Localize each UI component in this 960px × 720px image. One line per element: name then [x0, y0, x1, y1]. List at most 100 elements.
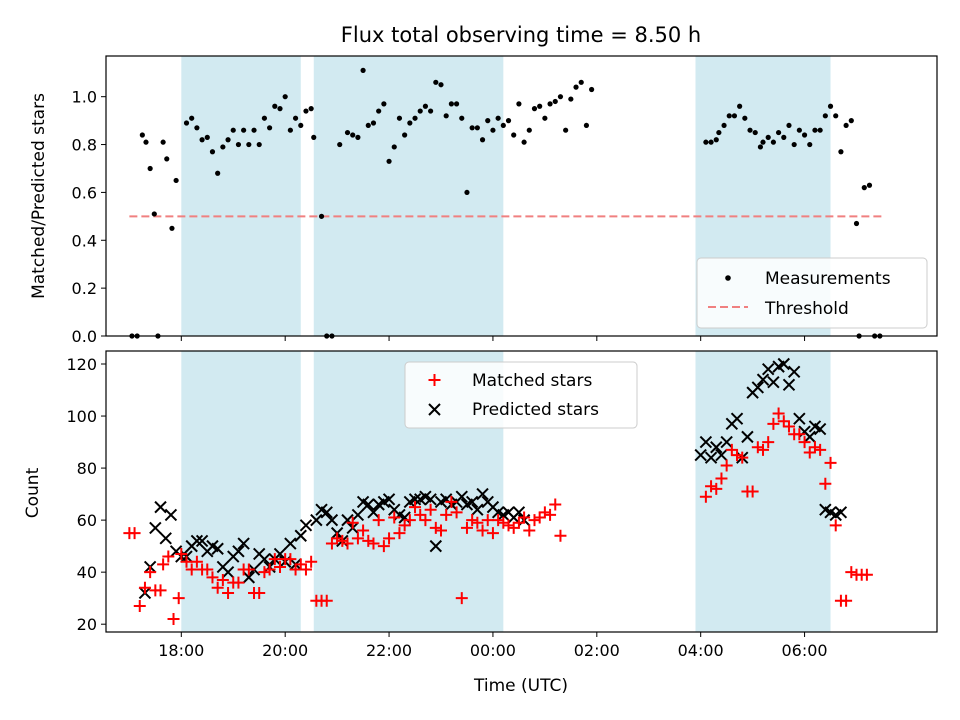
predicted-star-point: [741, 430, 754, 444]
matched-star-point: [762, 436, 775, 449]
measurement-point: [204, 134, 210, 140]
top-legend: Measurements Threshold: [696, 257, 928, 329]
matched-star-point: [419, 514, 432, 527]
top-panel: 0.0 0.2 0.4 0.6 0.8 1.0: [72, 55, 938, 346]
y-tick-label: 0.4: [72, 231, 97, 250]
matched-star-point: [549, 498, 562, 511]
observing-interval-shade: [695, 351, 831, 632]
y-tick-label: 60: [77, 511, 97, 530]
measurement-point: [542, 115, 548, 121]
x-tick-label: 04:00: [678, 641, 724, 660]
matched-star-point: [440, 508, 453, 521]
measurement-point: [765, 134, 771, 140]
predicted-star-point: [195, 534, 209, 548]
measurement-point: [822, 113, 828, 119]
measurement-point: [721, 122, 727, 129]
legend-matched-label: Matched stars: [472, 371, 592, 391]
matched-star-point: [138, 581, 151, 594]
measurement-point: [801, 132, 808, 138]
measurement-point: [360, 67, 366, 73]
measurement-point: [311, 134, 317, 140]
matched-star-point: [554, 529, 567, 542]
measurement-point: [500, 122, 506, 129]
measurement-point: [726, 113, 732, 119]
matched-star-point: [502, 519, 515, 532]
measurement-point: [189, 115, 195, 121]
matched-star-point: [710, 482, 723, 495]
matched-star-point: [305, 555, 318, 568]
measurement-point: [261, 115, 268, 121]
observing-interval-shade: [313, 56, 504, 336]
matched-star-point: [294, 558, 307, 571]
y-tick-label: 100: [66, 407, 97, 426]
predicted-star-point: [341, 513, 354, 527]
measurement-point: [438, 82, 444, 88]
x-tick-label: 02:00: [574, 641, 620, 660]
predicted-star-point: [258, 552, 271, 566]
measurement-point: [537, 103, 543, 109]
observing-interval-shade: [181, 56, 301, 336]
matched-star-point: [357, 524, 370, 537]
measurement-point: [318, 213, 325, 219]
measurement-point: [817, 127, 823, 133]
matched-star-point: [455, 592, 468, 605]
matched-star-point: [362, 534, 375, 547]
matched-star-point: [162, 550, 175, 563]
predicted-star-point: [299, 519, 313, 532]
predicted-star-point: [159, 532, 172, 545]
measurement-point: [459, 115, 465, 121]
measurement-point: [843, 122, 849, 129]
measurement-point: [848, 118, 854, 124]
plot-frame: [105, 350, 938, 633]
matched-star-point: [544, 508, 557, 521]
matched-star-point: [528, 514, 541, 527]
measurement-point: [703, 139, 709, 145]
predicted-star-point: [756, 373, 770, 386]
measurement-point: [169, 225, 175, 231]
matched-star-point: [284, 553, 297, 566]
matched-star-point: [383, 532, 396, 545]
measurement-point: [337, 141, 343, 148]
measurement-point: [716, 129, 722, 136]
measurement-point: [391, 144, 397, 150]
matched-star-point: [289, 563, 302, 576]
measurement-point: [516, 101, 522, 107]
measurement-point: [241, 127, 247, 133]
measurement-point: [139, 132, 145, 138]
measurement-point: [220, 144, 226, 150]
measurement-point: [833, 113, 839, 119]
measurement-point: [583, 122, 590, 129]
measurement-point: [422, 103, 429, 109]
top-y-axis-label: Matched/Predicted stars: [29, 93, 49, 299]
measurement-point: [365, 122, 371, 129]
matched-star-point: [720, 459, 733, 472]
measurement-point: [474, 125, 480, 131]
x-tick-label: 22:00: [366, 641, 412, 660]
measurement-point: [407, 120, 413, 126]
measurement-point: [781, 134, 787, 140]
plot-frame: [105, 55, 938, 337]
matched-star-point: [782, 420, 795, 433]
matched-star-point: [736, 451, 749, 464]
predicted-star-point: [273, 547, 287, 561]
predicted-star-point: [710, 441, 723, 454]
measurement-point: [775, 129, 782, 136]
chart-title: Flux total observing time = 8.50 h: [341, 23, 701, 47]
measurement-point: [757, 144, 764, 150]
matched-star-point: [518, 511, 531, 524]
matched-star-point: [824, 456, 837, 469]
measurement-point: [526, 127, 532, 133]
matched-star-point: [336, 534, 349, 547]
matched-star-point: [222, 586, 235, 599]
y-tick-label: 40: [77, 563, 97, 582]
measurement-point: [428, 108, 434, 114]
measurement-point: [505, 118, 512, 124]
measurement-point: [350, 132, 356, 138]
matched-star-point: [253, 586, 266, 599]
matched-star-point: [372, 514, 385, 527]
matched-star-point: [860, 568, 873, 581]
predicted-star-point: [294, 529, 307, 542]
matched-star-point: [460, 521, 473, 534]
measurement-point: [838, 149, 844, 155]
